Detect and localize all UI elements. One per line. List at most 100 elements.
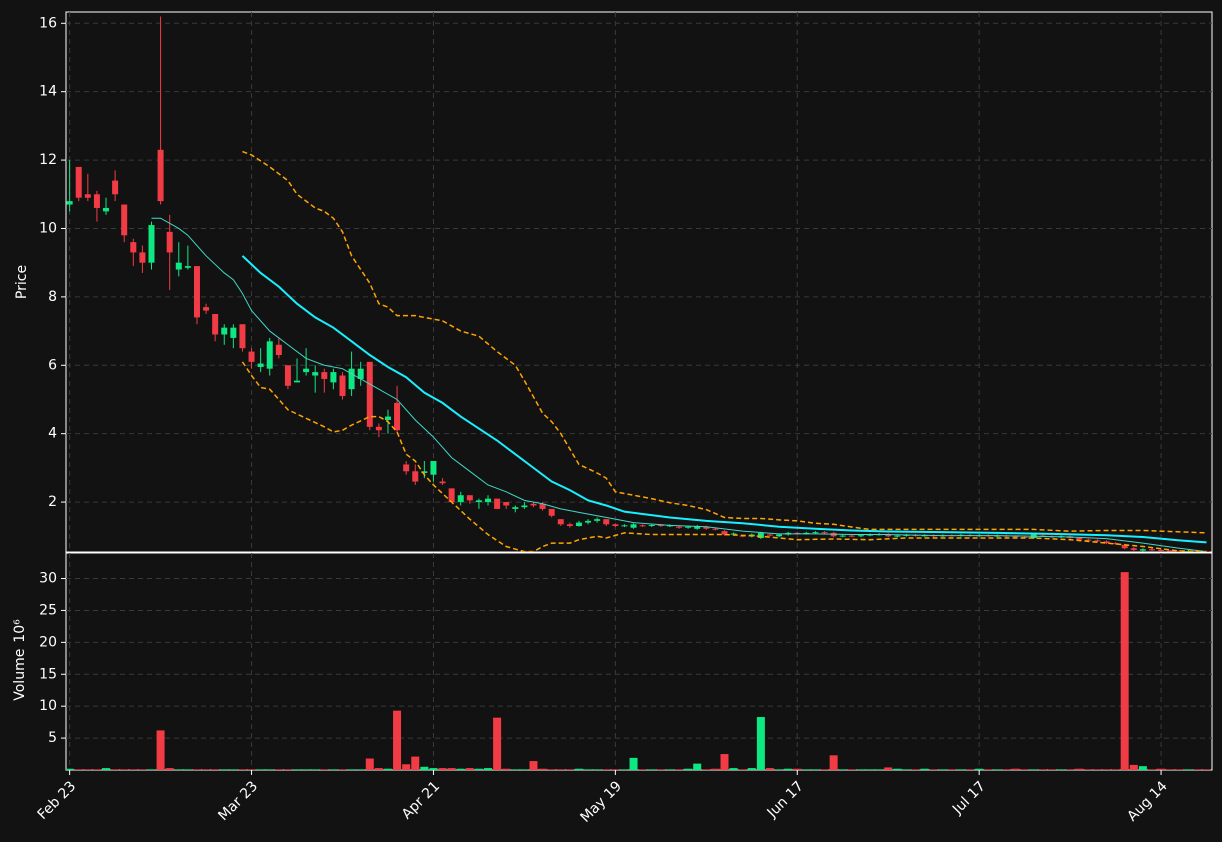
volume-bar xyxy=(474,768,483,770)
candle-body xyxy=(1158,549,1165,551)
volume-bar xyxy=(1057,769,1066,770)
candle-body xyxy=(794,532,801,534)
x-tick-label: Mar 23 xyxy=(215,778,261,824)
y-tick-label: 6 xyxy=(48,357,57,373)
candle-body xyxy=(557,519,564,525)
candle-body xyxy=(212,313,219,335)
candle-body xyxy=(357,368,364,379)
candle-body xyxy=(412,471,419,482)
candle-body xyxy=(384,416,391,420)
volume-bar xyxy=(465,768,474,770)
candle-body xyxy=(193,266,200,318)
volume-bar xyxy=(274,769,283,770)
volume-bar xyxy=(502,768,511,770)
candle-body xyxy=(403,464,410,472)
candle-body xyxy=(230,327,237,338)
candle-body xyxy=(776,534,783,537)
volume-bar xyxy=(220,769,229,770)
candle-body xyxy=(485,498,492,503)
volume-bar xyxy=(847,769,856,770)
volume-bar xyxy=(1157,768,1166,770)
volume-bar xyxy=(1011,768,1020,770)
volume-bar xyxy=(665,769,674,770)
volume-bar xyxy=(356,769,365,770)
volume-bar xyxy=(393,710,402,770)
candle-body xyxy=(503,502,510,506)
volume-bar xyxy=(183,769,192,770)
candle-body xyxy=(375,426,382,431)
volume-bar xyxy=(156,730,165,770)
indicator-line xyxy=(241,255,1207,544)
volume-bar xyxy=(938,769,947,770)
volume-bar xyxy=(784,768,793,770)
x-tick-label: Feb 23 xyxy=(35,778,80,823)
volume-bar xyxy=(1102,769,1111,770)
candle-body xyxy=(512,507,519,509)
candle-body xyxy=(721,531,728,535)
candle-body xyxy=(321,372,328,379)
candle-body xyxy=(466,495,473,501)
candle-body xyxy=(575,522,582,527)
volume-grid xyxy=(66,553,1212,770)
candle-body xyxy=(730,533,737,535)
volume-bar xyxy=(829,755,838,770)
candle-body xyxy=(603,519,610,525)
candle-body xyxy=(712,528,719,530)
volume-bar xyxy=(111,769,120,770)
candle-body xyxy=(548,508,555,516)
volume-bar xyxy=(138,769,147,770)
candle-body xyxy=(648,524,655,527)
volume-bar xyxy=(693,763,702,770)
candle-body xyxy=(430,461,437,475)
candle-body xyxy=(93,194,100,208)
volume-bar xyxy=(602,769,611,770)
volume-bar xyxy=(838,769,847,770)
volume-bar xyxy=(1193,769,1202,770)
volume-bar xyxy=(584,769,593,770)
candle-body xyxy=(867,534,874,536)
candle-body xyxy=(221,327,228,335)
volume-bar xyxy=(1066,769,1075,770)
volume-bar xyxy=(966,769,975,770)
y-tick-label: 15 xyxy=(39,666,57,682)
candle-body xyxy=(1139,549,1146,551)
candle-body xyxy=(894,535,901,537)
volume-bar xyxy=(1047,769,1056,770)
volume-bar xyxy=(456,768,465,770)
y-tick-label: 5 xyxy=(48,730,57,746)
candle-body xyxy=(803,532,810,534)
volume-bar xyxy=(320,769,329,770)
candle-body xyxy=(685,526,692,528)
volume-bar xyxy=(484,768,493,770)
volume-marks xyxy=(66,572,1211,770)
candle-body xyxy=(1112,543,1119,545)
indicator-line xyxy=(241,361,1207,552)
volume-bar xyxy=(1020,769,1029,770)
candle-body xyxy=(1012,536,1019,538)
volume-bar xyxy=(411,756,420,770)
volume-bar xyxy=(593,769,602,770)
volume-bar xyxy=(520,769,529,770)
volume-bar xyxy=(911,769,920,770)
volume-bar xyxy=(538,768,547,770)
volume-bar xyxy=(893,768,902,770)
candle-body xyxy=(157,149,164,202)
candle-body xyxy=(1176,550,1183,552)
volume-scale: 10⁶ xyxy=(12,619,28,643)
candle-body xyxy=(203,307,210,311)
volume-bar xyxy=(993,769,1002,770)
volume-bar xyxy=(1084,769,1093,770)
volume-bar xyxy=(165,768,174,770)
candle-body xyxy=(1130,548,1137,550)
volume-bar xyxy=(347,769,356,770)
x-tick-label: Aug 14 xyxy=(1124,778,1170,824)
candle-body xyxy=(766,534,773,536)
volume-bar xyxy=(629,757,638,770)
volume-bar xyxy=(738,769,747,770)
volume-axis-label: Volume 10⁶ xyxy=(12,619,28,701)
volume-bar xyxy=(1147,769,1156,770)
y-tick-label: 2 xyxy=(48,494,57,510)
volume-bar xyxy=(565,769,574,770)
y-tick-label: 16 xyxy=(39,15,57,31)
volume-bar xyxy=(1111,769,1120,770)
